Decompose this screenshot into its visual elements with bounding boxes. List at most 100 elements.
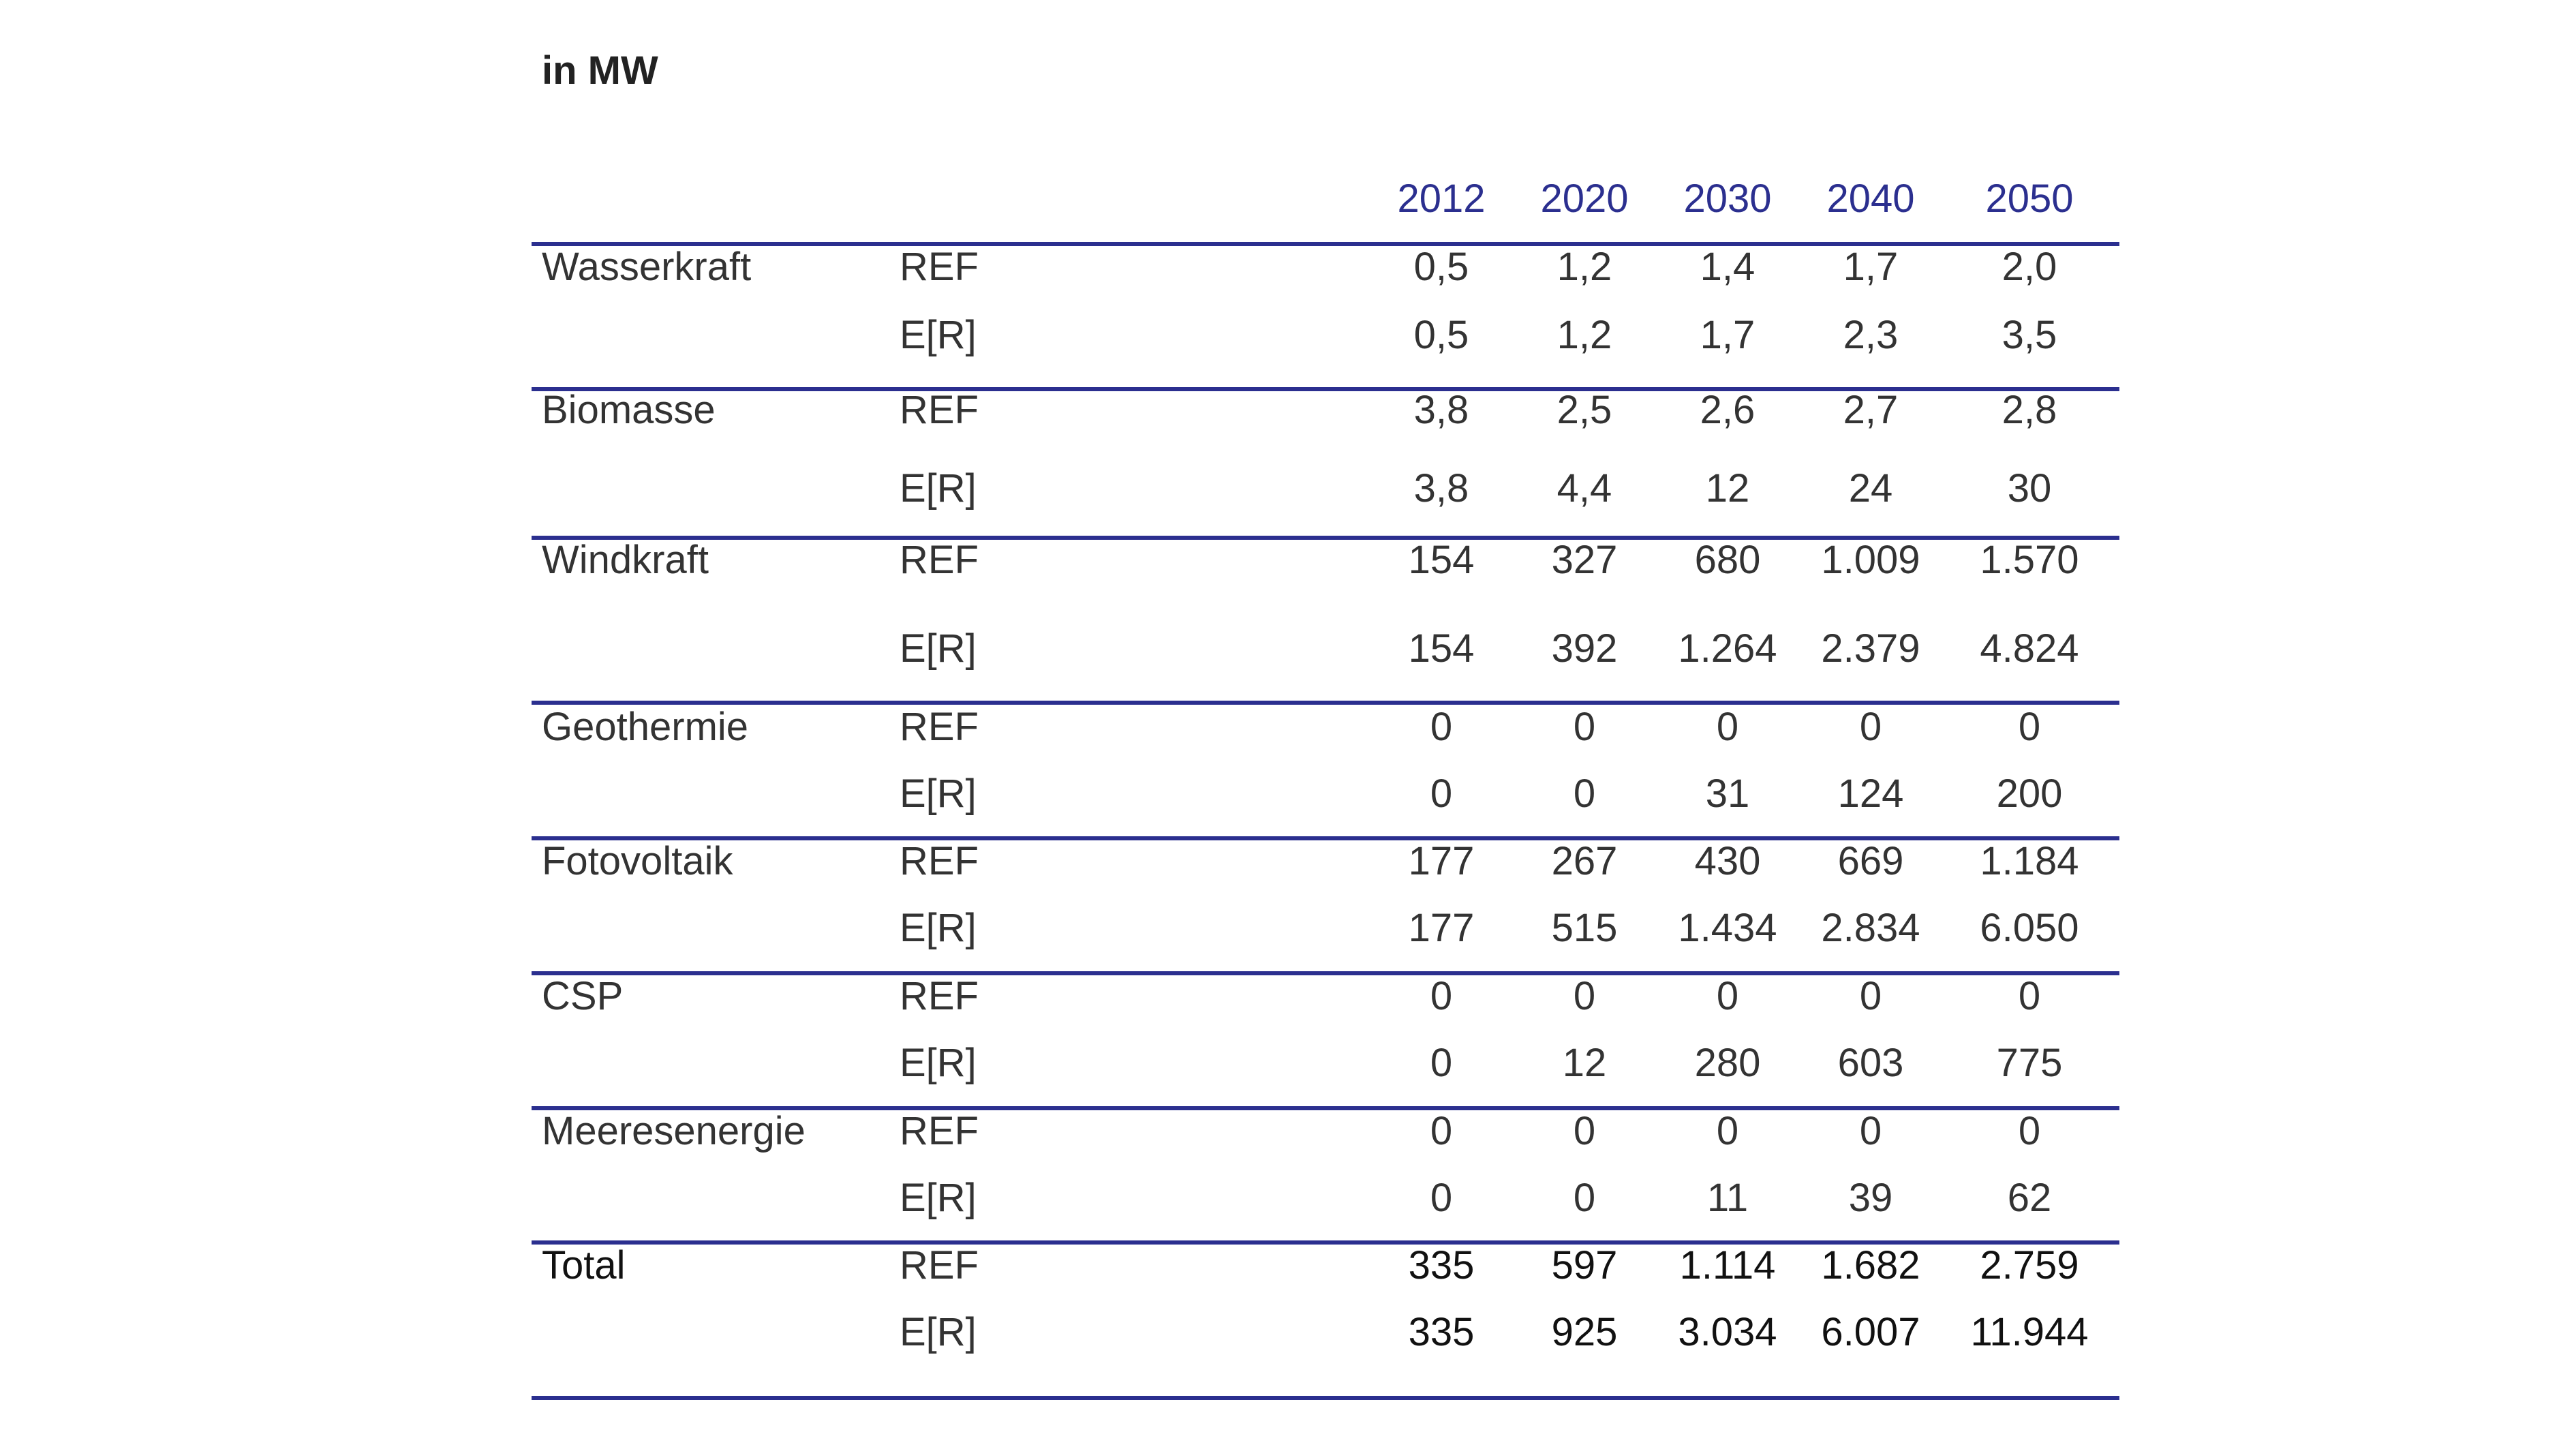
scenario-label: REF xyxy=(900,538,979,582)
table-rule xyxy=(532,1240,2119,1245)
year-header: 2050 xyxy=(1985,177,2074,221)
table-cell: 0 xyxy=(1430,705,1453,749)
table-cell: 2,5 xyxy=(1557,388,1612,432)
unit-label: in MW xyxy=(542,48,658,93)
table-cell: 0 xyxy=(1859,705,1882,749)
scenario-label: E[R] xyxy=(900,466,977,510)
scenario-label: REF xyxy=(900,839,979,883)
row-category: Geothermie xyxy=(542,705,749,749)
year-header: 2030 xyxy=(1683,177,1772,221)
table-cell: 4.824 xyxy=(1980,626,2079,671)
table-cell: 0 xyxy=(2018,1109,2041,1153)
table-cell: 1,4 xyxy=(1700,245,1755,289)
table-cell: 0 xyxy=(2018,974,2041,1018)
table-cell: 335 xyxy=(1408,1310,1475,1354)
table-cell: 327 xyxy=(1551,538,1618,582)
table-cell: 1.114 xyxy=(1679,1243,1776,1287)
table-cell: 1.682 xyxy=(1821,1243,1920,1287)
table-cell: 1,2 xyxy=(1557,313,1612,357)
table-cell: 6.050 xyxy=(1980,906,2079,950)
table-cell: 6.007 xyxy=(1821,1310,1920,1354)
scenario-label: REF xyxy=(900,388,979,432)
table-cell: 775 xyxy=(1996,1041,2063,1085)
table-cell: 680 xyxy=(1694,538,1761,582)
row-category: Total xyxy=(542,1243,626,1287)
table-cell: 1.264 xyxy=(1678,626,1777,671)
table-cell: 1,7 xyxy=(1700,313,1755,357)
table-cell: 0 xyxy=(1716,1109,1739,1153)
table-cell: 392 xyxy=(1551,626,1618,671)
table-cell: 0 xyxy=(1573,1109,1596,1153)
table-cell: 603 xyxy=(1837,1041,1904,1085)
table-cell: 2,3 xyxy=(1843,313,1899,357)
scenario-label: REF xyxy=(900,705,979,749)
scenario-label: REF xyxy=(900,1243,979,1287)
table-cell: 1.570 xyxy=(1980,538,2079,582)
table-cell: 30 xyxy=(2007,466,2052,510)
row-category: CSP xyxy=(542,974,624,1018)
table-cell: 0,5 xyxy=(1413,313,1469,357)
table-rule xyxy=(532,1396,2119,1400)
table-cell: 0 xyxy=(1716,705,1739,749)
table-cell: 0 xyxy=(2018,705,2041,749)
row-category: Biomasse xyxy=(542,388,716,432)
table-cell: 124 xyxy=(1837,772,1904,816)
table-cell: 0,5 xyxy=(1413,245,1469,289)
table-cell: 1.434 xyxy=(1678,906,1777,950)
table-cell: 0 xyxy=(1859,974,1882,1018)
table-cell: 280 xyxy=(1694,1041,1761,1085)
table-cell: 2,7 xyxy=(1843,388,1899,432)
table-cell: 3.034 xyxy=(1678,1310,1777,1354)
table-cell: 515 xyxy=(1551,906,1618,950)
table-cell: 1,7 xyxy=(1843,245,1899,289)
table-cell: 430 xyxy=(1694,839,1761,883)
table-cell: 0 xyxy=(1716,974,1739,1018)
year-header: 2020 xyxy=(1540,177,1629,221)
table-cell: 3,8 xyxy=(1413,388,1469,432)
row-category: Wasserkraft xyxy=(542,245,752,289)
table-cell: 154 xyxy=(1408,538,1475,582)
table-rule xyxy=(532,971,2119,975)
table-cell: 267 xyxy=(1551,839,1618,883)
table-cell: 11.944 xyxy=(1970,1310,2089,1354)
table-cell: 4,4 xyxy=(1557,466,1612,510)
table-cell: 0 xyxy=(1430,1041,1453,1085)
table-rule xyxy=(532,701,2119,705)
table-cell: 3,8 xyxy=(1413,466,1469,510)
row-category: Meeresenergie xyxy=(542,1109,806,1153)
table-cell: 0 xyxy=(1859,1109,1882,1153)
table-cell: 2.379 xyxy=(1821,626,1920,671)
table-cell: 0 xyxy=(1430,1109,1453,1153)
scenario-label: E[R] xyxy=(900,1310,977,1354)
row-category: Fotovoltaik xyxy=(542,839,733,883)
scenario-label: REF xyxy=(900,974,979,1018)
table-cell: 0 xyxy=(1430,974,1453,1018)
table-cell: 0 xyxy=(1573,1176,1596,1220)
table-cell: 597 xyxy=(1551,1243,1618,1287)
table-cell: 669 xyxy=(1837,839,1904,883)
scenario-label: E[R] xyxy=(900,626,977,671)
scenario-label: E[R] xyxy=(900,1176,977,1220)
table-cell: 2,6 xyxy=(1700,388,1755,432)
row-category: Windkraft xyxy=(542,538,709,582)
table-cell: 0 xyxy=(1430,772,1453,816)
table-cell: 2.834 xyxy=(1821,906,1920,950)
scenario-label: REF xyxy=(900,245,979,289)
table-cell: 0 xyxy=(1573,772,1596,816)
table-cell: 335 xyxy=(1408,1243,1475,1287)
table-rule xyxy=(532,242,2119,246)
table-cell: 1.009 xyxy=(1821,538,1920,582)
table-cell: 62 xyxy=(2007,1176,2052,1220)
table-cell: 31 xyxy=(1705,772,1750,816)
scenario-label: REF xyxy=(900,1109,979,1153)
table-rule xyxy=(532,387,2119,391)
table-cell: 0 xyxy=(1573,705,1596,749)
year-header: 2040 xyxy=(1826,177,1915,221)
table-cell: 39 xyxy=(1848,1176,1893,1220)
table-cell: 12 xyxy=(1562,1041,1607,1085)
scenario-label: E[R] xyxy=(900,1041,977,1085)
table-cell: 3,5 xyxy=(2002,313,2057,357)
table-cell: 177 xyxy=(1408,839,1475,883)
table-cell: 0 xyxy=(1573,974,1596,1018)
table-cell: 200 xyxy=(1996,772,2063,816)
